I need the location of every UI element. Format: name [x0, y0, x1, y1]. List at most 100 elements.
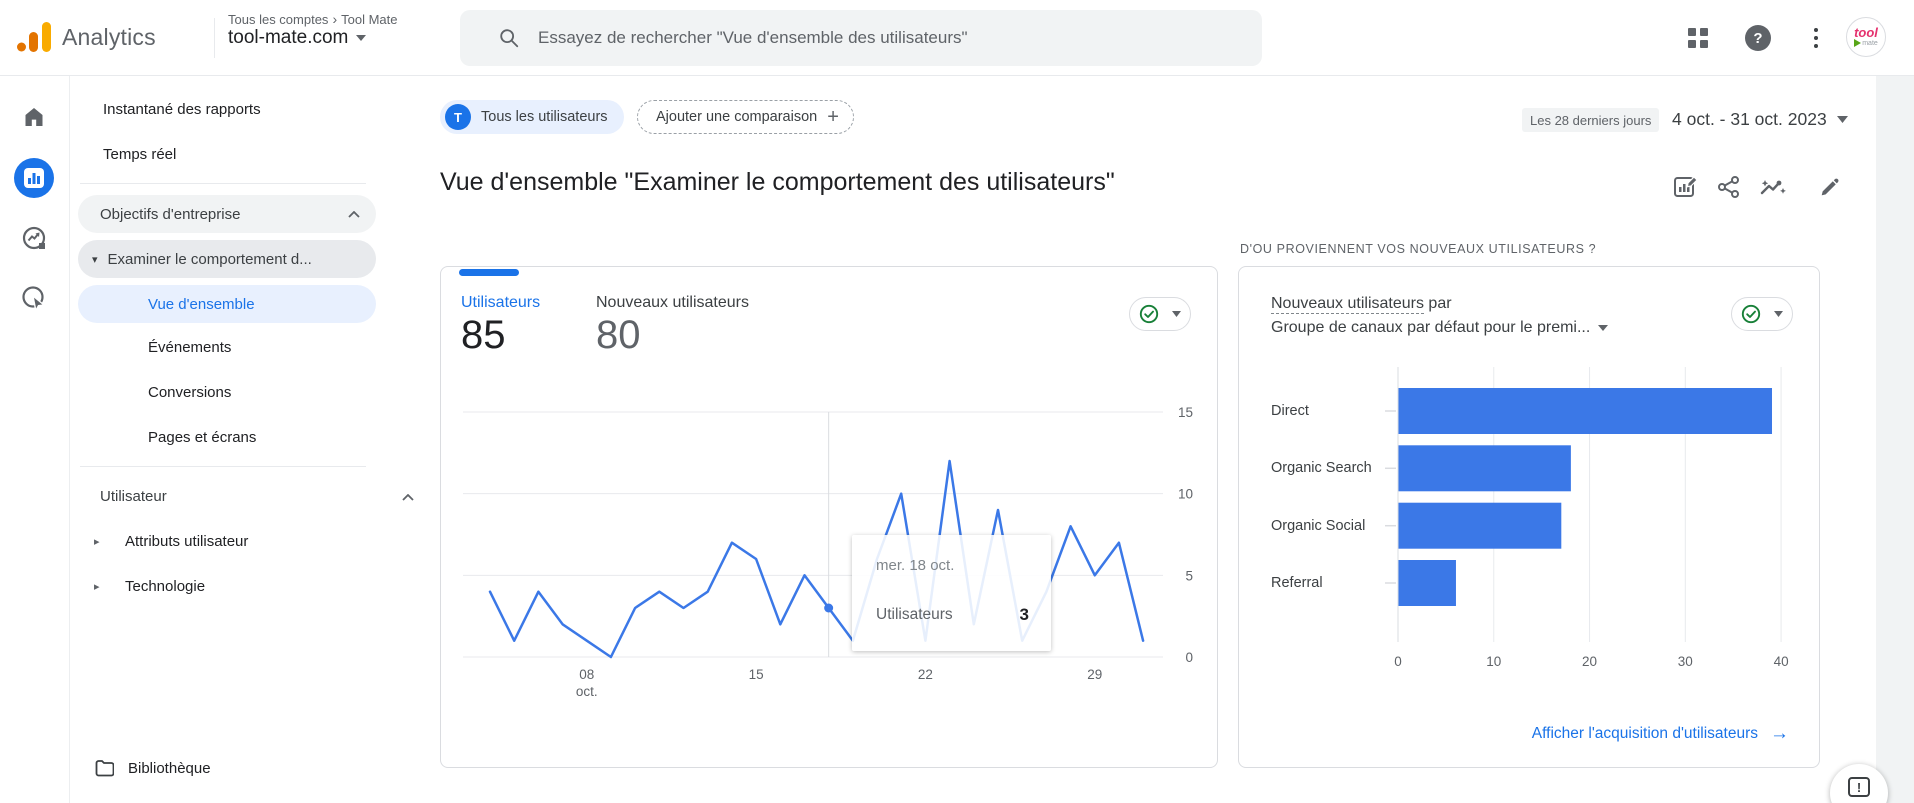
- edit-icon[interactable]: [1815, 172, 1845, 202]
- nav-topic-examine-behavior[interactable]: ▾ Examiner le comportement d...: [78, 240, 376, 278]
- svg-text:oct.: oct.: [576, 684, 598, 699]
- app-title: Analytics: [62, 24, 156, 50]
- bar-category-label: Referral: [1271, 575, 1323, 591]
- nav-item-realtime[interactable]: Temps réel: [103, 146, 177, 163]
- svg-text:5: 5: [1185, 568, 1193, 583]
- explore-nav-icon[interactable]: [14, 218, 54, 258]
- users-overview-card: Utilisateurs 85 Nouveaux utilisateurs 80…: [440, 266, 1218, 768]
- comparison-chip-all-users[interactable]: T Tous les utilisateurs: [440, 100, 624, 134]
- chevron-right-icon: ›: [332, 11, 338, 27]
- nav-item-conversions[interactable]: Conversions: [148, 384, 232, 401]
- nav-item-library[interactable]: Bibliothèque: [70, 751, 440, 787]
- nav-collection-business-objectives[interactable]: Objectifs d'entreprise: [78, 195, 376, 233]
- google-analytics-logo: [16, 22, 52, 52]
- data-quality-dropdown[interactable]: [1129, 297, 1191, 331]
- nav-topic-technology[interactable]: ▸ Technologie: [70, 569, 440, 605]
- comparison-chip-label: Tous les utilisateurs: [481, 109, 608, 125]
- svg-text:0: 0: [1185, 650, 1193, 665]
- comparison-chip-avatar: T: [445, 104, 471, 130]
- caret-right-icon: ▸: [94, 581, 100, 593]
- caret-down-icon: [1836, 115, 1848, 123]
- channels-bar-chart[interactable]: 0 10 20 30 40: [1239, 267, 1821, 769]
- metric-value-users: 85: [461, 313, 506, 357]
- nav-topic-user-attributes[interactable]: ▸ Attributs utilisateur: [70, 524, 440, 560]
- acq-title-rest: par: [1423, 295, 1452, 312]
- top-header: Analytics Tous les comptes › Tool Mate t…: [0, 0, 1914, 76]
- svg-text:29: 29: [1087, 667, 1102, 682]
- bar-category-label: Organic Search: [1271, 460, 1372, 476]
- svg-text:40: 40: [1774, 654, 1789, 669]
- nav-item-overview-active[interactable]: Vue d'ensemble: [78, 285, 376, 323]
- property-selector[interactable]: tool-mate.com: [228, 27, 397, 49]
- insights-icon[interactable]: [1758, 172, 1788, 202]
- metric-tab-new-users[interactable]: Nouveaux utilisateurs: [596, 294, 749, 311]
- users-line-chart[interactable]: 0 5 10 15 08 oct. 15 22 29: [441, 267, 1219, 769]
- reports-nav-icon[interactable]: [14, 158, 54, 198]
- nav-item-pages-screens[interactable]: Pages et écrans: [148, 429, 257, 446]
- breadcrumb-all-accounts: Tous les comptes: [228, 11, 329, 27]
- breadcrumb: Tous les comptes › Tool Mate tool-mate.c…: [228, 11, 397, 49]
- active-metric-tab-indicator: [459, 269, 519, 276]
- home-nav-icon[interactable]: [14, 97, 54, 137]
- apps-grid-icon[interactable]: [1684, 24, 1712, 52]
- nav-topic-label: Examiner le comportement d...: [107, 250, 312, 268]
- advertising-target-icon: [22, 286, 46, 311]
- header-divider: [214, 18, 215, 58]
- caret-down-icon: [1774, 311, 1783, 317]
- page-title: Vue d'ensemble "Examiner le comportement…: [440, 168, 1115, 196]
- metric-tab-users[interactable]: Utilisateurs: [461, 294, 541, 311]
- sidebar-rail: [0, 76, 70, 803]
- caret-down-icon: ▾: [92, 253, 98, 266]
- date-range-picker[interactable]: 4 oct. - 31 oct. 2023: [1672, 104, 1848, 134]
- acq-card-title-line1[interactable]: Nouveaux utilisateurs par: [1271, 295, 1452, 314]
- advertising-nav-icon[interactable]: [14, 278, 54, 318]
- caret-down-icon: [1172, 311, 1181, 317]
- svg-text:0: 0: [1394, 654, 1402, 669]
- chevron-up-icon: [348, 210, 360, 218]
- nav-collection-label: Utilisateur: [100, 488, 167, 505]
- nav-divider: [80, 466, 366, 467]
- bar-chart-icon: [24, 168, 44, 188]
- feedback-icon: !: [1848, 777, 1870, 797]
- svg-text:10: 10: [1178, 487, 1193, 502]
- search-bar[interactable]: [460, 10, 1262, 66]
- svg-text:30: 30: [1678, 654, 1693, 669]
- chevron-up-icon: [402, 493, 414, 501]
- page-scrollbar[interactable]: [1876, 76, 1914, 803]
- acq-link-label: Afficher l'acquisition d'utilisateurs: [1531, 725, 1758, 742]
- report-nav: Instantané des rapports Temps réel Objec…: [70, 76, 440, 803]
- customize-report-icon[interactable]: [1671, 172, 1701, 202]
- share-icon[interactable]: [1714, 172, 1744, 202]
- nav-divider: [80, 183, 366, 184]
- view-user-acquisition-link[interactable]: Afficher l'acquisition d'utilisateurs →: [1532, 723, 1789, 745]
- feedback-fab[interactable]: !: [1830, 764, 1888, 803]
- date-preset-badge: Les 28 derniers jours: [1522, 108, 1660, 132]
- acq-dimension-label: Groupe de canaux par défaut pour le prem…: [1271, 319, 1591, 336]
- nav-item-events[interactable]: Événements: [148, 339, 232, 356]
- help-icon[interactable]: ?: [1744, 24, 1772, 52]
- account-avatar[interactable]: tool mate: [1846, 17, 1886, 57]
- breadcrumb-account: Tool Mate: [341, 11, 398, 27]
- svg-text:15: 15: [1178, 405, 1193, 420]
- data-quality-dropdown[interactable]: [1731, 297, 1793, 331]
- avatar-logo-arrow: [1854, 39, 1862, 47]
- svg-text:15: 15: [749, 667, 764, 682]
- acquisition-section-header: D'OU PROVIENNENT VOS NOUVEAUX UTILISATEU…: [1240, 242, 1597, 256]
- nav-library-label: Bibliothèque: [128, 760, 211, 777]
- tooltip-series-label: Utilisateurs: [876, 606, 953, 623]
- arrow-right-icon: →: [1770, 723, 1789, 744]
- acq-dimension-dropdown[interactable]: Groupe de canaux par défaut pour le prem…: [1271, 319, 1609, 337]
- tooltip-date: mer. 18 oct.: [876, 557, 955, 574]
- kebab-menu-icon[interactable]: [1802, 24, 1830, 52]
- nav-collection-label: Objectifs d'entreprise: [100, 205, 241, 223]
- check-circle-icon: [1139, 304, 1159, 324]
- search-input[interactable]: [538, 28, 1178, 48]
- bar-category-label: Direct: [1271, 403, 1309, 419]
- date-range-label: 4 oct. - 31 oct. 2023: [1672, 108, 1827, 129]
- nav-collection-user[interactable]: Utilisateur: [70, 479, 440, 515]
- svg-text:10: 10: [1486, 654, 1501, 669]
- nav-item-snapshot[interactable]: Instantané des rapports: [103, 101, 261, 118]
- search-icon: [498, 27, 520, 49]
- add-comparison-chip[interactable]: Ajouter une comparaison +: [637, 100, 854, 134]
